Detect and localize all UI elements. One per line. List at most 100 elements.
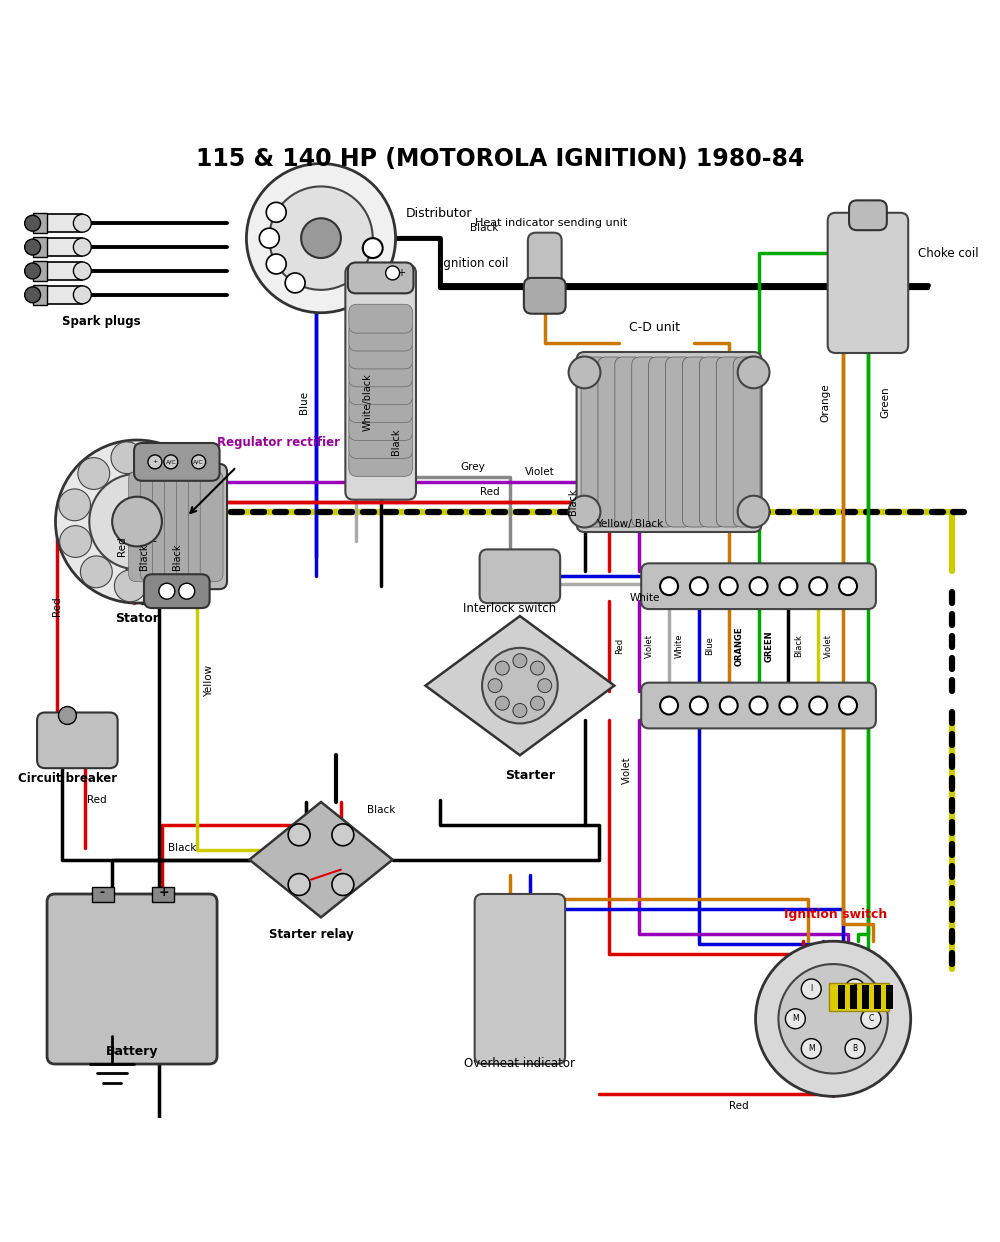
Circle shape [150, 563, 182, 595]
Circle shape [778, 964, 888, 1073]
Bar [35, 215, 82, 232]
Circle shape [845, 979, 865, 999]
Circle shape [288, 823, 310, 846]
Bar [862, 985, 869, 1009]
Circle shape [482, 648, 558, 723]
Circle shape [301, 219, 341, 258]
Text: White: White [629, 594, 660, 604]
Text: C-D unit: C-D unit [629, 322, 680, 334]
Text: S: S [853, 985, 857, 994]
Text: Battery: Battery [106, 1045, 158, 1058]
Circle shape [531, 697, 544, 710]
Bar [33, 284, 47, 304]
Circle shape [569, 356, 600, 389]
Text: Red: Red [52, 596, 62, 616]
FancyBboxPatch shape [641, 683, 876, 728]
FancyBboxPatch shape [349, 447, 412, 477]
Circle shape [785, 1009, 805, 1028]
Text: Spark plugs: Spark plugs [62, 314, 141, 328]
Circle shape [89, 473, 185, 569]
Circle shape [690, 578, 708, 595]
FancyBboxPatch shape [176, 471, 199, 581]
Text: Red: Red [480, 487, 500, 497]
FancyBboxPatch shape [475, 894, 565, 1064]
Circle shape [59, 489, 91, 520]
FancyBboxPatch shape [345, 265, 416, 499]
Circle shape [332, 823, 354, 846]
Bar [829, 982, 889, 1011]
Text: Yellow/ Black: Yellow/ Black [596, 519, 663, 529]
Text: Distributor: Distributor [406, 206, 472, 220]
FancyBboxPatch shape [349, 304, 412, 333]
Text: C: C [868, 1015, 874, 1023]
Text: Heat indicator sending unit: Heat indicator sending unit [475, 219, 627, 229]
FancyBboxPatch shape [141, 471, 163, 581]
Text: Black: Black [794, 635, 803, 657]
Text: Red: Red [729, 1102, 748, 1112]
FancyBboxPatch shape [349, 430, 412, 458]
Circle shape [809, 697, 827, 714]
Circle shape [720, 697, 738, 714]
Circle shape [114, 570, 146, 602]
Circle shape [177, 538, 209, 570]
FancyBboxPatch shape [828, 212, 908, 353]
Text: White/black: White/black [363, 374, 373, 431]
Circle shape [60, 525, 91, 558]
FancyBboxPatch shape [577, 351, 762, 532]
Circle shape [750, 697, 768, 714]
Circle shape [495, 697, 509, 710]
Polygon shape [249, 802, 393, 918]
Text: Ignition switch: Ignition switch [784, 908, 887, 920]
Text: A/C: A/C [193, 460, 204, 465]
Circle shape [55, 440, 219, 604]
FancyBboxPatch shape [733, 356, 760, 527]
Circle shape [513, 653, 527, 668]
Circle shape [801, 1038, 821, 1058]
Text: Blue: Blue [705, 636, 714, 656]
Circle shape [73, 215, 91, 232]
FancyBboxPatch shape [480, 549, 560, 604]
Circle shape [809, 578, 827, 595]
Text: B: B [852, 1045, 858, 1053]
Circle shape [266, 255, 286, 274]
Bar [35, 286, 82, 304]
Circle shape [861, 1009, 881, 1028]
Text: ORANGE: ORANGE [735, 626, 744, 666]
FancyBboxPatch shape [164, 471, 187, 581]
Text: Starter: Starter [505, 769, 555, 781]
FancyBboxPatch shape [37, 713, 118, 769]
Circle shape [159, 584, 175, 599]
Bar [33, 261, 47, 281]
Text: Black: Black [172, 543, 182, 570]
Circle shape [756, 941, 911, 1097]
Circle shape [531, 661, 544, 674]
FancyBboxPatch shape [144, 574, 210, 609]
Circle shape [488, 678, 502, 693]
Text: +: + [159, 886, 169, 899]
Bar [35, 262, 82, 279]
FancyBboxPatch shape [349, 394, 412, 422]
Text: Orange: Orange [820, 383, 830, 421]
Circle shape [73, 238, 91, 256]
FancyBboxPatch shape [699, 356, 726, 527]
Bar [92, 887, 114, 903]
FancyBboxPatch shape [200, 471, 223, 581]
Circle shape [738, 496, 769, 528]
Circle shape [779, 697, 797, 714]
FancyBboxPatch shape [349, 411, 412, 441]
Bar [33, 214, 47, 233]
Circle shape [332, 873, 354, 895]
Circle shape [186, 505, 218, 538]
FancyBboxPatch shape [632, 356, 659, 527]
Circle shape [25, 215, 41, 231]
Circle shape [78, 457, 110, 489]
Text: Violet: Violet [824, 633, 833, 658]
Text: Violet: Violet [645, 633, 654, 658]
Circle shape [80, 556, 112, 587]
Text: A/C: A/C [165, 460, 176, 465]
Circle shape [58, 707, 76, 724]
Circle shape [73, 286, 91, 304]
Circle shape [801, 979, 821, 999]
Text: Regulator rectifier: Regulator rectifier [217, 436, 340, 448]
Text: Interlock switch: Interlock switch [463, 601, 557, 615]
